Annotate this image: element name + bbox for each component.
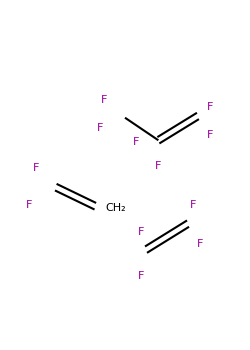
Text: F: F [133, 137, 139, 147]
Text: F: F [207, 102, 214, 112]
Text: F: F [138, 271, 144, 281]
Text: F: F [97, 123, 103, 133]
Text: F: F [101, 95, 107, 105]
Text: F: F [197, 239, 203, 250]
Text: F: F [207, 130, 214, 140]
Text: F: F [190, 199, 196, 210]
Text: CH₂: CH₂ [105, 203, 126, 213]
Text: F: F [33, 163, 39, 173]
Text: F: F [155, 161, 162, 171]
Text: F: F [138, 227, 144, 237]
Text: F: F [26, 199, 32, 210]
